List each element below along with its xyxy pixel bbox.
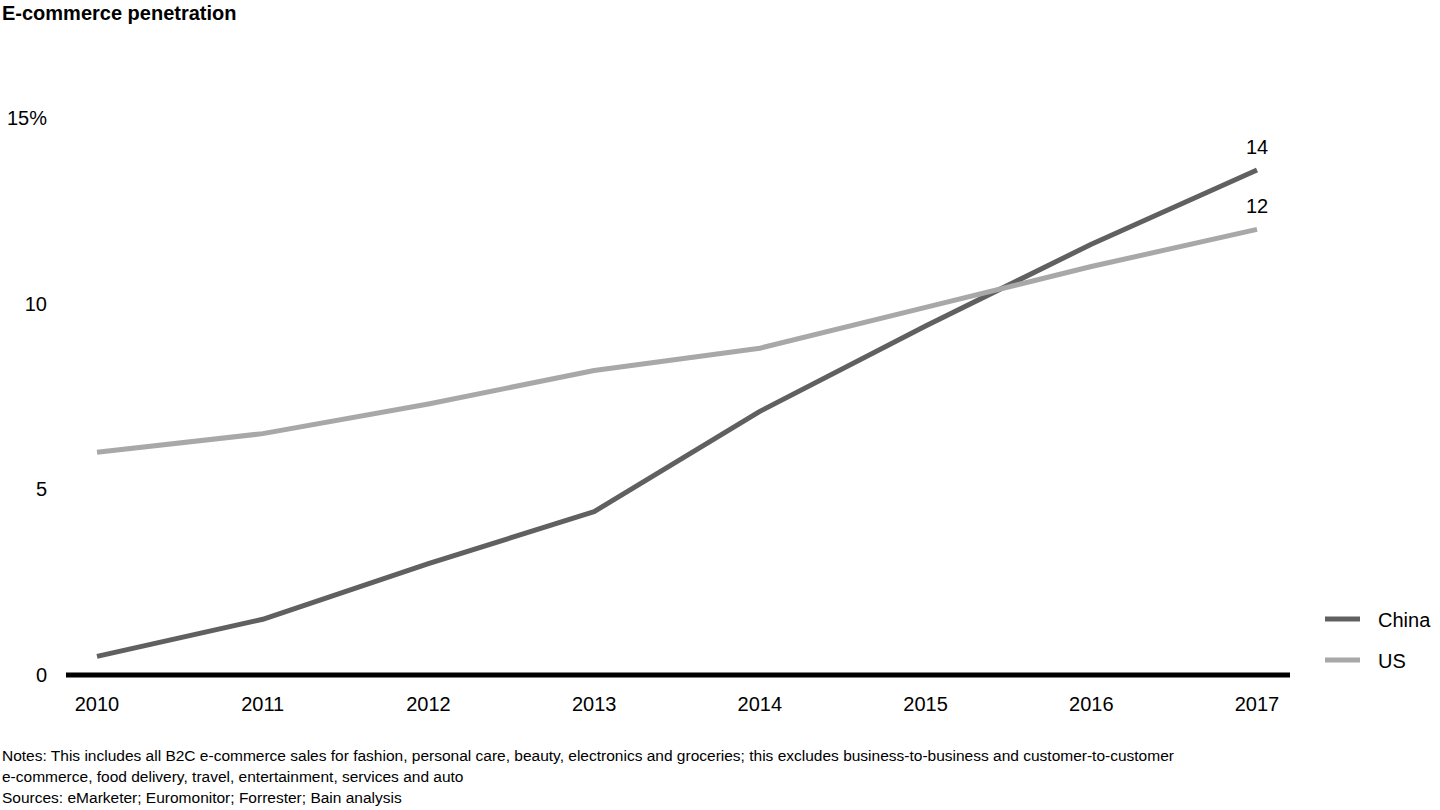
x-tick-label: 2015	[903, 693, 948, 715]
series-group	[97, 170, 1257, 656]
y-tick-label: 10	[25, 293, 47, 315]
x-tick-label: 2016	[1069, 693, 1114, 715]
series-line	[97, 170, 1257, 656]
data-label: 14	[1246, 136, 1268, 158]
note: e-commerce, food delivery, travel, enter…	[2, 768, 463, 785]
labels-group: 14 12	[1246, 136, 1268, 217]
data-label: 12	[1246, 195, 1268, 217]
y-tick-label: 5	[36, 478, 47, 500]
series-line	[97, 229, 1257, 452]
source: Sources: eMarketer; Euromonitor; Forrest…	[2, 789, 402, 806]
x-tick-label: 2014	[738, 693, 783, 715]
x-tick-label: 2013	[572, 693, 617, 715]
y-tick-label: 0	[36, 664, 47, 686]
x-tick-label: 2011	[241, 693, 284, 715]
x-tick-label: 2012	[406, 693, 451, 715]
title: E-commerce penetration	[2, 2, 237, 24]
chart: E-commerce penetration 0 5 10 15% 2010 2011 201…	[0, 0, 1440, 810]
x-tick-label: 2010	[75, 693, 120, 715]
note: Notes: This includes all B2C e-commerce …	[2, 747, 1174, 764]
x-axis-line	[66, 673, 1290, 678]
y-tick-label: 15%	[7, 107, 47, 129]
legend-swatch	[1325, 658, 1360, 663]
legend-label: China	[1378, 609, 1431, 631]
legend-label: US	[1378, 650, 1406, 672]
legend-swatch	[1325, 617, 1360, 622]
x-tick-label: 2017	[1235, 693, 1280, 715]
